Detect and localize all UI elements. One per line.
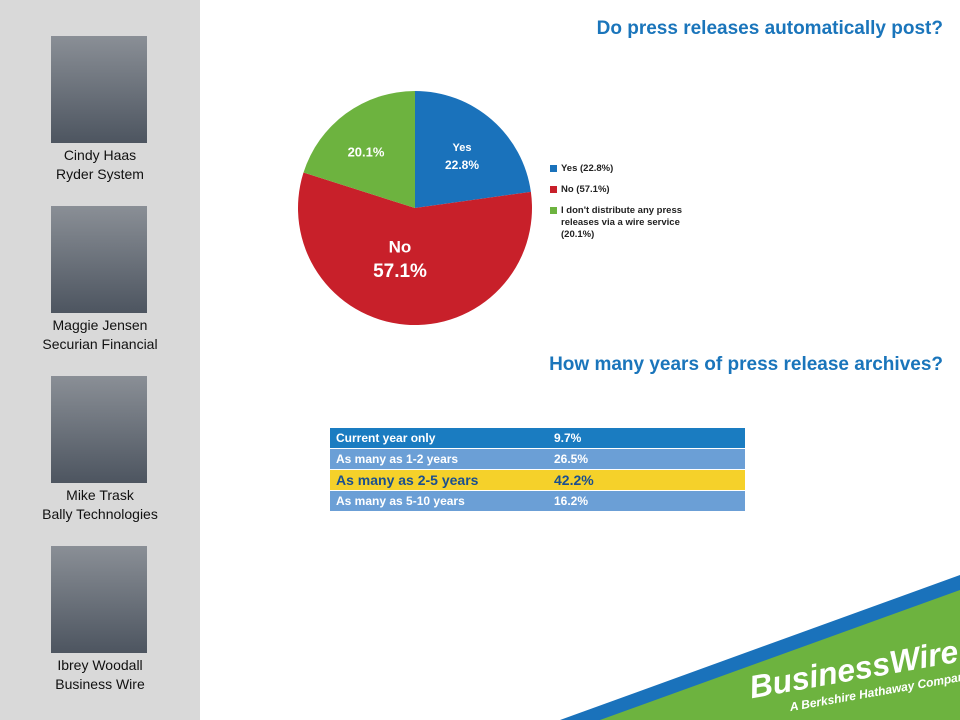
slice-name: No xyxy=(389,237,412,256)
legend-item: I don't distribute any press releases vi… xyxy=(550,205,701,241)
table-row: As many as 5-10 years 16.2% xyxy=(330,490,745,512)
person-name: Cindy Haas xyxy=(63,147,137,163)
table-cell: 42.2% xyxy=(548,469,745,491)
slice-label: 22.8% xyxy=(445,158,479,172)
legend-label: I don't distribute any press releases vi… xyxy=(561,205,683,240)
legend-item: Yes (22.8%) xyxy=(550,163,701,175)
person-name: Mike Trask xyxy=(66,487,134,503)
legend-item: No (57.1%) xyxy=(550,184,701,196)
pie-slice xyxy=(298,172,532,326)
table-cell: Current year only xyxy=(330,428,548,449)
caption: Cindy Haas Ryder System xyxy=(0,146,200,184)
person-name: Ibrey Woodall xyxy=(57,657,143,673)
sidebar: Cindy Haas Ryder System Maggie Jensen Secur… xyxy=(0,0,200,720)
table-cell: As many as 2-5 years xyxy=(330,469,548,491)
table-row: Current year only 9.7% xyxy=(330,428,745,449)
table-cell: 26.5% xyxy=(548,448,745,470)
table-cell: As many as 1-2 years xyxy=(330,448,548,470)
table-row: As many as 2-5 years 42.2% xyxy=(330,469,745,491)
person-company: Securian Financial xyxy=(42,336,158,352)
person-name: Maggie Jensen xyxy=(52,317,148,333)
legend-swatch xyxy=(550,165,557,172)
person-company: Business Wire xyxy=(55,676,145,692)
caption: Mike Trask Bally Technologies xyxy=(0,486,200,524)
legend-swatch xyxy=(550,186,557,193)
photo xyxy=(51,206,147,313)
legend-label: No (57.1%) xyxy=(561,184,610,195)
photo xyxy=(51,546,147,653)
person-company: Ryder System xyxy=(56,166,144,182)
chart-title: Do press releases automatically post? xyxy=(596,18,943,39)
archive-table: Current year only 9.7% As many as 1-2 year… xyxy=(330,428,745,512)
caption: Ibrey Woodall Business Wire xyxy=(0,656,200,694)
pie-slice xyxy=(303,91,415,208)
table-row: As many as 1-2 years 26.5% xyxy=(330,448,745,470)
photo xyxy=(51,36,147,143)
table-cell: 9.7% xyxy=(548,428,745,449)
legend-swatch xyxy=(550,207,557,214)
photo xyxy=(51,376,147,483)
slice-label: 20.1% xyxy=(348,144,385,159)
table-cell: 16.2% xyxy=(548,490,745,512)
pie-slice xyxy=(415,91,531,208)
table-cell: As many as 5-10 years xyxy=(330,490,548,512)
slice-label: 57.1% xyxy=(373,261,427,282)
slice-name: Yes xyxy=(453,142,472,154)
person-company: Bally Technologies xyxy=(42,506,158,522)
caption: Maggie Jensen Securian Financial xyxy=(0,316,200,354)
legend-label: Yes (22.8%) xyxy=(561,163,614,174)
table-title: How many years of press release archives… xyxy=(549,354,943,375)
legend: Yes (22.8%) No (57.1%) I don't distribute … xyxy=(550,163,701,250)
